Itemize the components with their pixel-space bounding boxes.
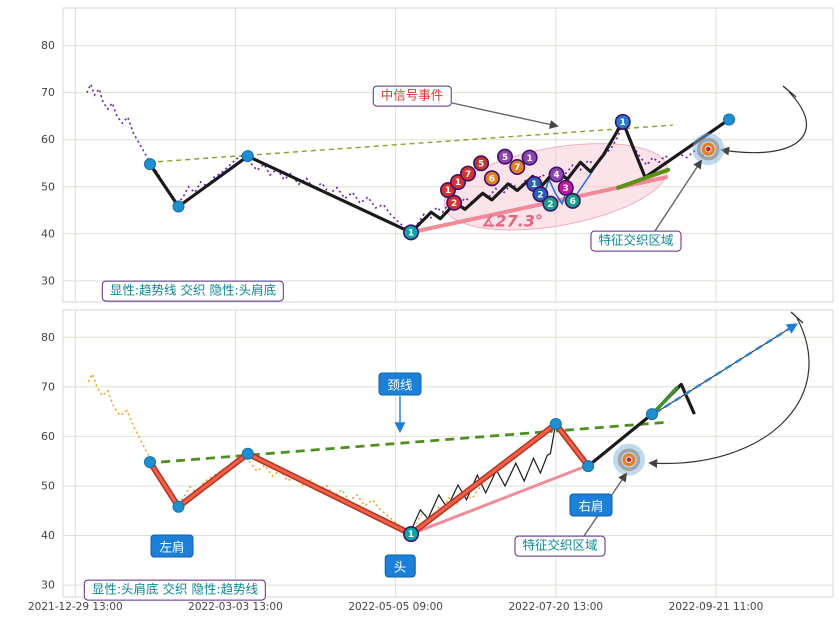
- event-marker: [509, 158, 526, 175]
- pivot-dot: [144, 456, 157, 469]
- y-tick-label: 30: [41, 579, 55, 592]
- target-mid-ring: [622, 453, 636, 467]
- event-marker: [403, 526, 420, 543]
- event-marker-number: 5: [502, 153, 508, 163]
- y-tick-label: 60: [41, 133, 55, 146]
- event-marker: [557, 179, 574, 196]
- axis-layer: 30 40 50 60 70 80 30 40 50 60 70 80 2021-12-29 13:00…: [28, 39, 763, 613]
- event-marker: [521, 149, 538, 166]
- feature_top-arrow: [654, 159, 702, 232]
- event-marker: [564, 192, 581, 209]
- event-marker-number: 5: [478, 159, 484, 169]
- y-tick-label: 70: [41, 86, 55, 99]
- support-line-pink: [409, 462, 593, 536]
- price-series: [87, 371, 488, 534]
- pivot-dot: [646, 408, 659, 421]
- event-marker: [548, 166, 565, 183]
- pattern-summary-label-top: 显性:趋势线 交织 隐性:头肩底: [101, 280, 285, 302]
- jagged-line: [410, 427, 556, 531]
- head-label: 头: [384, 554, 416, 578]
- left-shoulder-label: 左肩: [150, 534, 194, 558]
- event-marker-number: 4: [553, 171, 559, 181]
- pivot-dot: [172, 200, 185, 213]
- pivot-dot: [241, 150, 254, 163]
- x-tick-label: 2022-07-20 13:00: [508, 601, 603, 613]
- y-tick-label: 70: [41, 380, 55, 393]
- y-tick-label: 40: [41, 529, 55, 542]
- event-marker: [446, 194, 463, 211]
- event-marker-number: 7: [465, 170, 471, 180]
- neckline-label: 颈线: [378, 372, 422, 396]
- event-marker-number: 1: [408, 530, 414, 540]
- event-marker-number: 2: [547, 200, 553, 210]
- event-marker-number: 1: [531, 180, 537, 190]
- zigzag-line: [148, 118, 730, 234]
- event-marker: [403, 224, 420, 241]
- arrow-end-bar: [790, 311, 804, 324]
- trendline-dashed: [146, 420, 670, 465]
- feature-zone-label-top: 特征交织区域: [590, 230, 682, 252]
- target-outer-ring: [617, 448, 641, 471]
- pivot-dot: [723, 113, 736, 126]
- target-center-dot: [626, 457, 632, 462]
- angle-annotation: ∡27.3°: [481, 211, 543, 231]
- green-trend-segment: [616, 167, 671, 190]
- event-marker-number: 6: [570, 197, 576, 207]
- target-mid-ring: [701, 142, 715, 156]
- y-tick-label: 50: [41, 479, 55, 492]
- event-marker: [532, 186, 549, 203]
- event-marker-number: 1: [526, 154, 532, 164]
- x-tick-label: 2022-09-21 11:00: [669, 601, 764, 613]
- hs-overlay-inner: [148, 422, 590, 536]
- right-shoulder-label: 右肩: [569, 493, 613, 517]
- pivot-dot: [172, 500, 185, 513]
- curved-annotation-arrow: [648, 317, 810, 468]
- projection-arrow: [653, 323, 798, 415]
- event-marker: [450, 174, 467, 191]
- x-tick-label: 2022-03-03 13:00: [188, 601, 283, 613]
- event-marker: [496, 148, 513, 165]
- y-tick-label: 80: [41, 39, 55, 52]
- event-marker: [483, 170, 500, 187]
- y-tick-label: 40: [41, 227, 55, 240]
- trendline-dashed: [149, 124, 673, 163]
- event-marker-number: 7: [514, 163, 520, 173]
- target-center-dot: [706, 146, 711, 152]
- event-marker-number: 1: [455, 178, 461, 188]
- pivot-dot: [549, 418, 562, 431]
- y-tick-label: 50: [41, 180, 55, 193]
- event-marker: [614, 113, 631, 130]
- pattern-summary-label-bottom: 显性:头肩底 交织 隐性:趋势线: [83, 579, 267, 601]
- y-tick-label: 80: [41, 331, 55, 344]
- event-marker-number: 1: [408, 229, 414, 239]
- event-marker-number: 6: [489, 174, 495, 184]
- event-marker: [460, 165, 477, 182]
- pivot-dot: [241, 447, 254, 460]
- pivot-dot: [144, 158, 157, 171]
- event-marker: [473, 155, 490, 172]
- signal-cluster-region: [443, 143, 668, 231]
- y-tick-label: 60: [41, 430, 55, 443]
- event-marker-number: 2: [537, 190, 543, 200]
- y-tick-label: 30: [41, 274, 55, 287]
- signal-event-label: 中信号事件: [372, 85, 452, 107]
- feature-zone-label-bottom: 特征交织区域: [514, 535, 606, 557]
- signal-arrow: [451, 102, 559, 129]
- event-marker-number: 1: [445, 186, 451, 196]
- target-outer-ring: [697, 137, 720, 161]
- arrow-end-bar: [782, 85, 797, 98]
- x-tick-label: 2022-05-05 09:00: [348, 601, 443, 613]
- event-marker-number: 2: [451, 199, 457, 209]
- pivot-dot: [582, 460, 595, 473]
- x-tick-label: 2021-12-29 13:00: [28, 601, 123, 613]
- event-marker: [542, 195, 559, 212]
- event-marker-number: 3: [563, 184, 569, 194]
- event-marker-number: 1: [620, 118, 626, 128]
- curved-annotation-arrow: [720, 91, 808, 156]
